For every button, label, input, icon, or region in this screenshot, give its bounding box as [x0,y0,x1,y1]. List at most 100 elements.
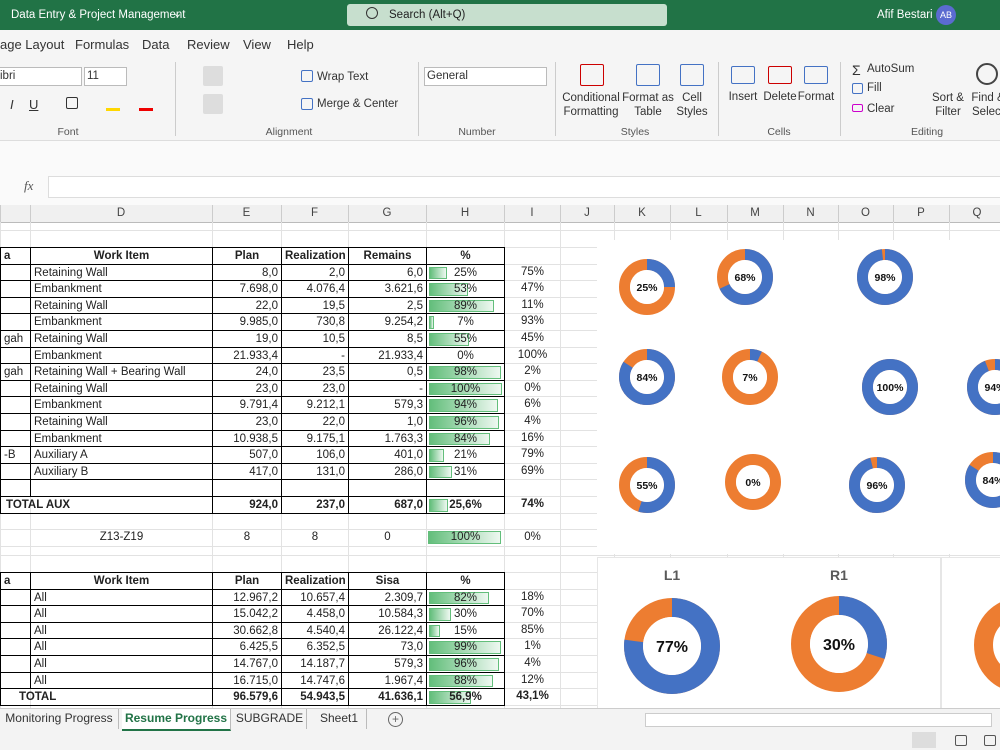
cell[interactable]: 25% [426,263,505,282]
label[interactable]: Styles [676,106,708,118]
number-format-box[interactable] [424,67,547,86]
cell[interactable]: 70% [504,605,561,623]
label[interactable]: Filter [935,106,961,118]
insert[interactable]: Insert [728,91,758,103]
page-break-view[interactable] [984,735,996,746]
find-icon[interactable] [976,63,998,85]
cell[interactable]: 11% [504,297,561,315]
cell[interactable]: 8 [212,529,282,547]
label[interactable]: Select [972,106,1000,118]
font-name-box[interactable] [0,67,82,86]
normal-view[interactable] [912,732,936,748]
cell[interactable]: 16% [504,430,561,448]
cell[interactable]: 18% [504,589,561,607]
cell[interactable]: 25,6% [426,496,505,514]
menu-tab[interactable]: Formulas [75,37,130,52]
cell[interactable]: 8 [281,529,349,547]
label[interactable]: Conditional [562,92,620,104]
font-color-icon[interactable] [139,108,153,111]
label[interactable]: Table [634,106,662,118]
fill[interactable]: Fill [867,82,882,94]
fill-icon[interactable] [852,83,863,94]
cell[interactable]: 21% [426,446,505,464]
search-box[interactable] [347,4,667,26]
italic-button[interactable]: I [10,97,14,112]
number-format[interactable]: General [427,70,468,82]
cell[interactable]: 85% [504,622,561,640]
cell[interactable]: 45% [504,330,561,348]
cell[interactable]: 79% [504,446,561,464]
cell[interactable]: 43,1% [504,688,561,706]
delete-icon[interactable] [768,66,792,84]
cell[interactable]: 56,9% [426,688,505,706]
fill-color-icon[interactable] [106,108,120,111]
label[interactable]: Cell [682,92,702,104]
format-as-table[interactable]: Format as Table [620,91,676,119]
cell[interactable]: 74% [504,496,561,514]
label[interactable]: Formatting [563,106,619,118]
cell[interactable]: 100% [426,379,505,398]
center-selected[interactable] [203,94,223,114]
add-sheet[interactable]: + [388,712,403,727]
cell[interactable]: 100% [426,529,505,547]
sheet-tab[interactable]: SUBGRADE [233,709,307,729]
formula-input[interactable] [48,176,1000,198]
cond-format-icon[interactable] [580,64,604,86]
cell[interactable]: 55% [426,330,505,348]
cell-styles[interactable]: Cell Styles [667,91,717,119]
menu-tab[interactable]: Data [142,37,170,52]
delete[interactable]: Delete [763,91,797,103]
autosum[interactable]: AutoSum [867,63,915,75]
merge-center[interactable]: Merge & Center [317,98,399,110]
cell[interactable]: 100% [504,347,561,365]
format-icon[interactable] [804,66,828,84]
menu-tab[interactable]: View [243,37,271,52]
sheet-tab[interactable]: Resume Progress [122,709,231,731]
cell[interactable]: 82% [426,588,505,607]
sheet-tab[interactable]: Monitoring Progress [0,709,119,729]
find-select[interactable]: Find & Select [966,91,1000,119]
cell[interactable]: 0% [504,380,561,398]
cell[interactable]: 93% [504,313,561,331]
clear-icon[interactable] [852,104,863,112]
cell[interactable]: 0% [504,529,561,547]
sheet-tab[interactable]: Sheet1 [312,709,367,729]
cell[interactable]: 4% [504,655,561,673]
cell[interactable]: 4% [504,413,561,431]
cell[interactable]: 99% [426,638,505,656]
font-size[interactable]: 11 [87,70,99,82]
user-name[interactable]: Afif Bestari [877,9,933,21]
wrap-icon[interactable] [301,70,313,82]
cell[interactable]: 47% [504,280,561,298]
wrap-text[interactable]: Wrap Text [317,71,369,83]
font-name[interactable]: ibri [0,70,16,82]
cell[interactable]: 75% [504,264,561,282]
styles-icon[interactable] [680,64,704,86]
cell[interactable]: 89% [426,296,505,315]
underline-button[interactable]: U [29,97,39,112]
horizontal-scrollbar[interactable] [645,713,992,727]
cell[interactable]: Z13-Z19 [30,529,213,547]
sort-filter[interactable]: Sort & Filter [926,91,970,119]
page-layout-view[interactable] [955,735,967,746]
cell[interactable]: 31% [426,462,505,481]
clear[interactable]: Clear [867,103,895,115]
format[interactable]: Format [797,91,835,103]
document-title[interactable]: Data Entry & Project Management [11,9,186,21]
search-text[interactable]: Search (Alt+Q) [389,9,466,21]
cell[interactable]: 1% [504,638,561,656]
menu-tab[interactable]: age Layout [0,37,65,52]
merge-icon[interactable] [301,98,313,110]
conditional-formatting[interactable]: Conditional Formatting [556,91,626,119]
cell[interactable]: 69% [504,463,561,481]
borders-icon[interactable] [66,97,78,109]
menu-tab[interactable]: Help [287,37,314,52]
cell[interactable]: 6% [504,396,561,414]
insert-icon[interactable] [731,66,755,84]
label[interactable]: Format as [622,92,674,104]
cell[interactable]: 88% [426,671,505,690]
avatar[interactable]: AB [936,5,956,25]
align-selected[interactable] [203,66,223,86]
menu-tab[interactable]: Review [187,37,230,52]
font-size-box[interactable] [84,67,127,86]
